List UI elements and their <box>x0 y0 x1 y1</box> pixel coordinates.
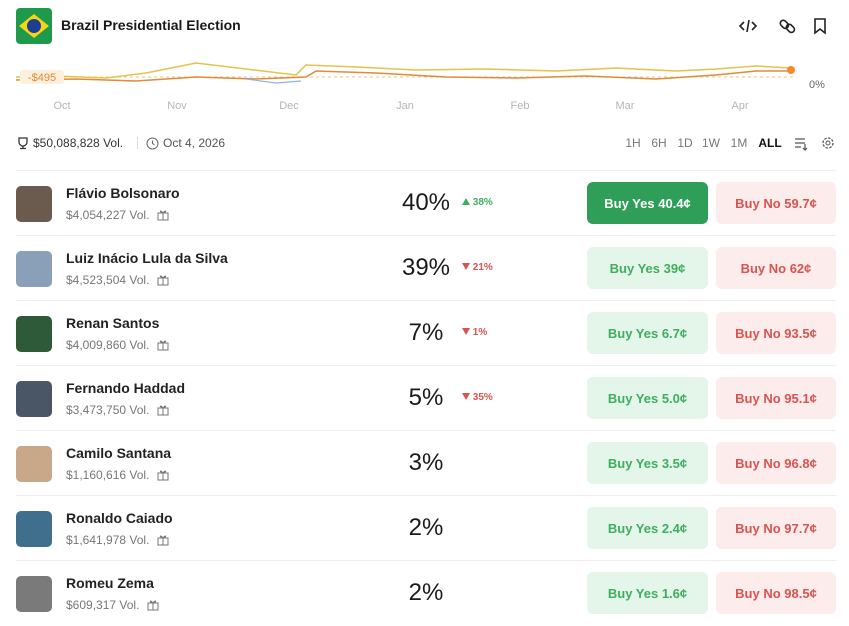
change: 21% <box>462 262 493 273</box>
candidate-row[interactable]: Fernando Haddad $3,473,750 Vol. 5% 35% Buy … <box>16 365 836 431</box>
clock-icon <box>146 137 159 150</box>
avatar <box>16 186 52 222</box>
range-button[interactable]: 1D <box>677 136 693 150</box>
buy-no-button[interactable]: Buy No 93.5¢ <box>716 312 836 354</box>
buy-no-button[interactable]: Buy No 95.1¢ <box>716 377 836 419</box>
candidate-volume: $4,523,504 Vol. <box>66 273 150 287</box>
gift-icon[interactable] <box>157 273 169 286</box>
gift-icon[interactable] <box>157 338 169 351</box>
candidate-name: Flávio Bolsonaro <box>66 185 180 201</box>
buy-yes-button[interactable]: Buy Yes 39¢ <box>587 247 708 289</box>
candidate-volume: $609,317 Vol. <box>66 598 140 612</box>
price-chart: -$495 <box>16 62 796 84</box>
avatar <box>16 381 52 417</box>
candidate-row[interactable]: Camilo Santana $1,160,616 Vol. 3% Buy Yes 3… <box>16 430 836 496</box>
range-button[interactable]: ALL <box>758 136 782 150</box>
gift-icon[interactable] <box>147 598 159 611</box>
avatar <box>16 511 52 547</box>
flag <box>16 8 52 44</box>
range-button[interactable]: 6H <box>651 136 667 150</box>
buy-yes-button[interactable]: Buy Yes 1.6¢ <box>587 572 708 614</box>
chance: 5% <box>408 384 444 411</box>
month-label: Mar <box>615 100 635 112</box>
change-arrow <box>462 262 473 273</box>
change-arrow <box>462 197 473 208</box>
marker-label: -$495 <box>28 72 56 84</box>
candidate-name: Renan Santos <box>66 315 160 331</box>
buy-no-button[interactable]: Buy No 59.7¢ <box>716 182 836 224</box>
candidate-name: Camilo Santana <box>66 445 172 461</box>
candidate-name: Luiz Inácio Lula da Silva <box>66 250 228 266</box>
range-button[interactable]: 1M <box>730 136 748 150</box>
change-value: 38% <box>472 197 493 208</box>
avatar <box>16 316 52 352</box>
gift-icon[interactable] <box>157 208 169 221</box>
candidate-row[interactable]: Ronaldo Caiado $1,641,978 Vol. 2% Buy Yes 2… <box>16 495 836 561</box>
candidate-row[interactable]: Flávio Bolsonaro $4,054,227 Vol. 40% 38% Bu… <box>16 170 836 236</box>
chance: 3% <box>408 449 444 476</box>
header-icons[interactable] <box>738 16 832 36</box>
month-label: Jan <box>396 100 414 112</box>
change: 38% <box>462 197 493 208</box>
trophy-icon <box>18 137 28 150</box>
gift-icon[interactable] <box>157 533 169 546</box>
candidate-name: Romeu Zema <box>66 575 154 591</box>
range-button[interactable]: 1H <box>625 136 641 150</box>
month-label: Nov <box>167 100 187 112</box>
month-label: Feb <box>510 100 530 112</box>
separator <box>137 137 138 149</box>
chance: 40% <box>401 189 451 216</box>
title: Brazil Presidential Election <box>61 17 241 33</box>
candidate-volume: $1,160,616 Vol. <box>66 468 150 482</box>
end-date: Oct 4, 2026 <box>163 136 226 150</box>
buy-no-button[interactable]: Buy No 97.7¢ <box>716 507 836 549</box>
candidate-volume: $3,473,750 Vol. <box>66 403 150 417</box>
change: 1% <box>462 327 487 338</box>
candidate-row[interactable]: Romeu Zema $609,317 Vol. 2% Buy Yes 1.6¢ Buy… <box>16 560 836 626</box>
buy-yes-button[interactable]: Buy Yes 5.0¢ <box>587 377 708 419</box>
buy-no-button[interactable]: Buy No 96.8¢ <box>716 442 836 484</box>
buy-yes-button[interactable]: Buy Yes 6.7¢ <box>587 312 708 354</box>
chance: 2% <box>408 579 444 606</box>
axis-label: 0% <box>809 79 825 91</box>
change: 35% <box>462 392 493 403</box>
candidate-volume: $4,009,860 Vol. <box>66 338 150 352</box>
buy-no-button[interactable]: Buy No 62¢ <box>716 247 836 289</box>
candidate-volume: $4,054,227 Vol. <box>66 208 150 222</box>
gift-icon[interactable] <box>157 403 169 416</box>
buy-yes-button[interactable]: Buy Yes 40.4¢ <box>587 182 708 224</box>
candidate-row[interactable]: Renan Santos $4,009,860 Vol. 7% 1% Buy Yes … <box>16 300 836 366</box>
buy-yes-button[interactable]: Buy Yes 3.5¢ <box>587 442 708 484</box>
avatar <box>16 446 52 482</box>
buy-yes-button[interactable]: Buy Yes 2.4¢ <box>587 507 708 549</box>
avatar <box>16 576 52 612</box>
total-volume: $50,088,828 Vol. <box>33 136 124 150</box>
change-value: 1% <box>472 327 488 338</box>
candidate-row[interactable]: Luiz Inácio Lula da Silva $4,523,504 Vol.… <box>16 235 836 301</box>
month-label: Oct <box>53 100 71 112</box>
range-button[interactable]: 1W <box>702 136 720 150</box>
candidate-name: Ronaldo Caiado <box>66 510 173 526</box>
buy-no-button[interactable]: Buy No 98.5¢ <box>716 572 836 614</box>
avatar <box>16 251 52 287</box>
chart-tools[interactable] <box>794 136 838 152</box>
chance: 7% <box>408 319 444 346</box>
change-arrow <box>462 392 473 403</box>
candidate-name: Fernando Haddad <box>66 380 186 396</box>
change-value: 35% <box>472 392 493 403</box>
chance: 39% <box>401 254 451 281</box>
month-label: Dec <box>279 100 299 112</box>
gift-icon[interactable] <box>157 468 169 481</box>
change-arrow <box>462 327 473 338</box>
chance: 2% <box>408 514 444 541</box>
candidate-volume: $1,641,978 Vol. <box>66 533 150 547</box>
month-label: Apr <box>731 100 749 112</box>
change-value: 21% <box>472 262 493 273</box>
